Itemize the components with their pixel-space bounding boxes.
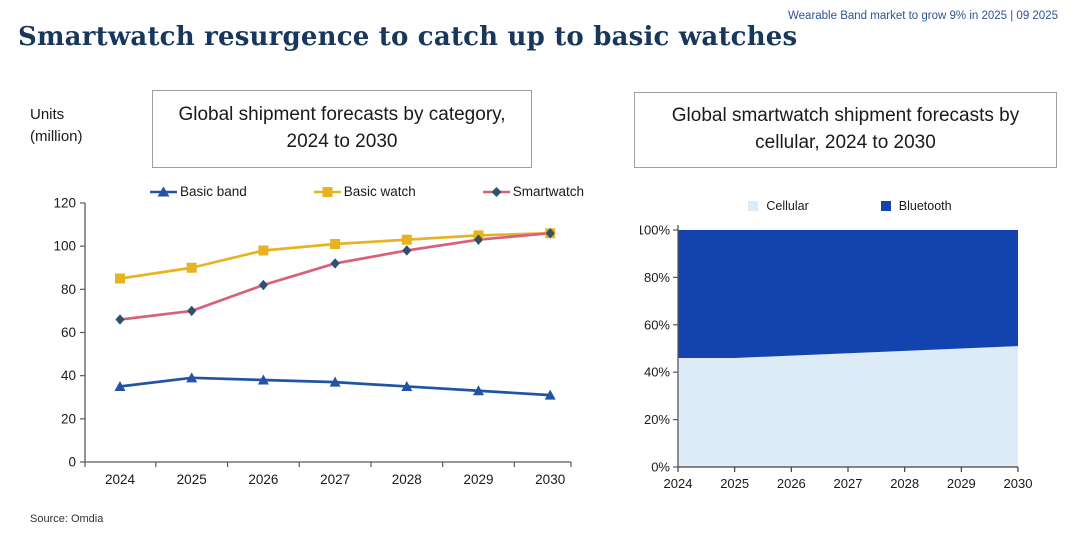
left-y-tick-label: 40 bbox=[61, 368, 76, 383]
marker-diamond bbox=[187, 305, 197, 317]
marker-diamond bbox=[258, 279, 268, 291]
bluetooth-swatch-icon bbox=[880, 201, 891, 211]
marker-square bbox=[115, 273, 125, 284]
marker-triangle bbox=[114, 380, 126, 391]
right-y-tick-label: 100% bbox=[640, 223, 670, 238]
marker-diamond bbox=[115, 314, 125, 325]
smartwatch-line-marker-icon bbox=[482, 186, 510, 197]
area-chart-smartwatch-by-cellular: 0% 20% 40% 60% 80% 100% 2024 2025 2026 2027 2028 20… bbox=[640, 223, 1033, 492]
marker-triangle bbox=[257, 374, 269, 385]
right-chart-title: Global smartwatch shipment forecasts by … bbox=[671, 105, 1020, 153]
legend-item-bluetooth: Bluetooth bbox=[880, 199, 952, 213]
legend-label-bluetooth: Bluetooth bbox=[898, 199, 952, 213]
right-y-tick-label: 40% bbox=[644, 365, 670, 380]
marker-triangle bbox=[329, 376, 341, 387]
right-x-tick-label: 2025 bbox=[720, 476, 749, 491]
marker-triangle bbox=[186, 372, 198, 383]
legend-label-cellular: Cellular bbox=[766, 199, 809, 213]
right-x-tick-label: 2026 bbox=[777, 476, 806, 491]
right-x-tick-label: 2030 bbox=[1004, 476, 1033, 491]
left-y-tick-label: 20 bbox=[61, 411, 76, 426]
left-x-tick-label: 2027 bbox=[320, 472, 350, 487]
source-note: Source: Omdia bbox=[30, 513, 104, 525]
left-y-tick-label: 60 bbox=[61, 325, 76, 340]
left-x-tick-label: 2025 bbox=[177, 472, 207, 487]
right-x-tick-label: 2029 bbox=[947, 476, 976, 491]
units-label-line2: (million) bbox=[30, 127, 83, 145]
marker-triangle bbox=[544, 389, 556, 400]
legend-item-basic-watch: Basic watch bbox=[313, 184, 416, 199]
right-x-tick-label: 2028 bbox=[890, 476, 919, 491]
right-x-tick-label: 2024 bbox=[664, 476, 693, 491]
right-chart-legend: Cellular Bluetooth bbox=[640, 199, 1060, 213]
marker-square bbox=[258, 245, 269, 256]
left-y-tick-label: 80 bbox=[61, 282, 76, 297]
marker-diamond bbox=[473, 234, 484, 245]
cellular-swatch-icon bbox=[748, 201, 759, 211]
area-cellular bbox=[678, 346, 1018, 467]
units-label-line1: Units bbox=[30, 106, 65, 123]
marker-square bbox=[401, 234, 412, 245]
page-title: Smartwatch resurgence to catch up to bas… bbox=[18, 22, 798, 52]
basic-band-line-marker-icon bbox=[150, 186, 177, 196]
left-y-tick-label: 100 bbox=[53, 239, 76, 254]
legend-label-basic-watch: Basic watch bbox=[343, 184, 416, 199]
marker-diamond bbox=[402, 245, 412, 256]
line-chart-shipments-by-category: 0 20 40 60 80 100 120 2024 2025 2026 2027 2028 2029 2… bbox=[53, 196, 572, 487]
legend-label-smartwatch: Smartwatch bbox=[512, 184, 584, 199]
left-chart-legend: Basic band Basic watch Smartwatch bbox=[150, 184, 584, 199]
left-chart-title: Global shipment forecasts by category, 2… bbox=[178, 104, 506, 152]
left-x-tick-label: 2029 bbox=[463, 472, 493, 487]
left-x-tick-label: 2024 bbox=[105, 472, 136, 487]
left-y-tick-label: 120 bbox=[53, 196, 76, 211]
legend-item-cellular: Cellular bbox=[748, 199, 809, 213]
y-axis-units-label: Units (million) bbox=[30, 104, 83, 148]
top-right-note: Wearable Band market to grow 9% in 2025 … bbox=[788, 10, 1058, 22]
right-y-tick-label: 80% bbox=[644, 270, 670, 285]
right-chart-title-box: Global smartwatch shipment forecasts by … bbox=[634, 92, 1057, 168]
basic-watch-line-marker-icon bbox=[313, 186, 341, 197]
legend-item-basic-band: Basic band bbox=[150, 184, 247, 199]
marker-triangle bbox=[401, 380, 413, 391]
left-x-tick-label: 2026 bbox=[248, 472, 278, 487]
left-y-tick-label: 0 bbox=[68, 455, 76, 470]
marker-square bbox=[330, 239, 341, 250]
legend-item-smartwatch: Smartwatch bbox=[482, 184, 584, 199]
area-bluetooth bbox=[678, 230, 1018, 358]
right-x-tick-label: 2027 bbox=[834, 476, 863, 491]
legend-label-basic-band: Basic band bbox=[180, 184, 247, 199]
left-chart-title-box: Global shipment forecasts by category, 2… bbox=[152, 90, 532, 168]
marker-diamond bbox=[330, 258, 340, 269]
marker-square bbox=[186, 262, 197, 273]
left-x-tick-label: 2030 bbox=[535, 472, 565, 487]
right-y-tick-label: 60% bbox=[644, 317, 670, 332]
left-x-tick-label: 2028 bbox=[392, 472, 422, 487]
marker-triangle bbox=[473, 385, 484, 396]
right-y-tick-label: 0% bbox=[651, 460, 670, 475]
right-y-tick-label: 20% bbox=[644, 412, 670, 427]
marker-diamond bbox=[545, 228, 555, 239]
